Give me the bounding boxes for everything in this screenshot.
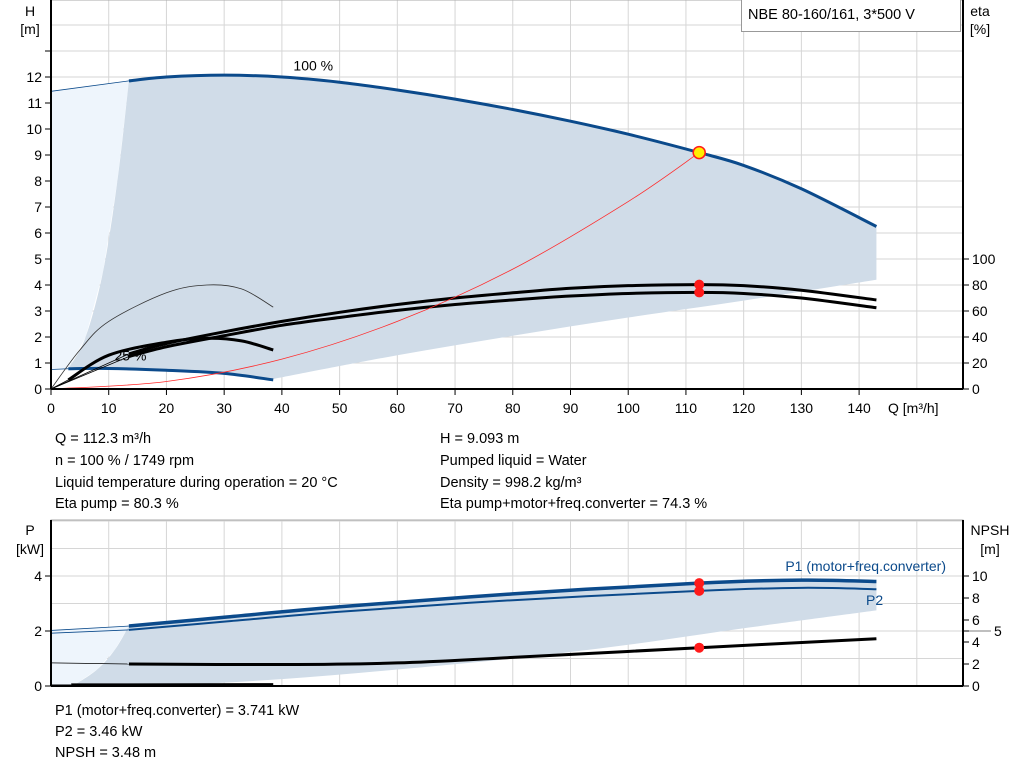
eta-25--extension (50, 379, 69, 390)
operating-area-light (51, 80, 129, 370)
duty-point-p1 (694, 578, 705, 589)
eta-tick-label: 80 (972, 277, 988, 293)
q-tick-label: 20 (159, 400, 175, 416)
eta-axis-label: eta (970, 3, 990, 19)
h-axis-label: H (25, 3, 35, 19)
pump-title: NBE 80-160/161, 3*500 V (741, 0, 961, 32)
curve-label: 100 % (293, 58, 333, 74)
h-tick-label: 12 (26, 69, 42, 85)
q-tick-label: 120 (732, 400, 756, 416)
eta-axis-unit: [%] (970, 21, 990, 37)
eta-tick-label: 60 (972, 303, 988, 319)
info-eta-total: Eta pump+motor+freq.converter = 74.3 % (440, 496, 708, 512)
h-100--curve (128, 73, 878, 228)
h-axis-unit: [m] (20, 21, 39, 37)
eta-tick-label: 100 (972, 251, 996, 267)
eta-pump-curve (128, 283, 877, 356)
h-100--extension (50, 80, 129, 92)
h-25--curve (68, 366, 274, 382)
info-liquid: Pumped liquid = Water (440, 453, 587, 469)
p2-curve (128, 586, 877, 631)
h-tick-label: 2 (34, 329, 42, 345)
h-tick-label: 0 (34, 381, 42, 397)
info-eta-pump: Eta pump = 80.3 % (55, 496, 179, 512)
q-tick-label: 130 (790, 400, 814, 416)
info-p1: P1 (motor+freq.converter) = 3.741 kW (55, 703, 300, 719)
npsh-tick-label: 10 (972, 568, 988, 584)
p-axis-label: P (25, 522, 34, 538)
eta-tick-label: 40 (972, 329, 988, 345)
h-tick-label: 11 (27, 95, 42, 111)
info-h: H = 9.093 m (440, 431, 520, 447)
p-tick-label: 2 (34, 623, 42, 639)
info-temperature: Liquid temperature during operation = 20… (55, 475, 338, 491)
h-tick-label: 10 (26, 121, 42, 137)
npsh-axis-label: NPSH (971, 522, 1010, 538)
q-tick-label: 90 (563, 400, 579, 416)
npsh-extension (50, 662, 129, 665)
p2-extension (50, 629, 129, 634)
q-tick-label: 100 (617, 400, 641, 416)
operating-area (68, 75, 877, 380)
q-tick-label: 70 (447, 400, 463, 416)
info-npsh: NPSH = 3.48 m (55, 745, 157, 761)
p-tick-label: 0 (34, 678, 42, 694)
q-tick-label: 10 (101, 400, 117, 416)
info-q: Q = 112.3 m³/h (55, 431, 152, 447)
system-curve-curve (50, 152, 700, 390)
duty-point-eta-pump (694, 279, 705, 290)
info-p2: P2 = 3.46 kW (55, 724, 143, 740)
npsh-tick-label: 6 (972, 612, 980, 628)
h-tick-label: 1 (34, 355, 42, 371)
info-density: Density = 998.2 kg/m³ (440, 475, 582, 491)
eta-total-extension (50, 356, 130, 390)
h-tick-label: 9 (34, 147, 42, 163)
duty-point-p2 (694, 585, 705, 596)
p-axis-unit: [kW] (16, 541, 44, 557)
npsh-tick-label: 2 (972, 656, 980, 672)
q-tick-label: 50 (332, 400, 348, 416)
duty-point-eta-total (694, 287, 705, 298)
npsh-tick-label: 4 (972, 634, 980, 650)
q-tick-label: 140 (847, 400, 871, 416)
curve-label: 25 % (114, 347, 146, 363)
h-tick-label: 7 (34, 199, 42, 215)
q-tick-label: 0 (47, 400, 55, 416)
q-axis-label: Q [m³/h] (888, 400, 939, 416)
npsh-tick-label: 8 (972, 590, 980, 606)
p1-series-label: P1 (motor+freq.converter) (785, 558, 946, 574)
npsh-axis-unit: [m] (980, 541, 999, 557)
h-tick-label: 8 (34, 173, 42, 189)
duty-point-h (692, 145, 706, 160)
npsh-tick-label: 0 (972, 678, 980, 694)
power-area-light (51, 626, 129, 686)
power-area (74, 580, 877, 686)
eta-tick-label: 0 (972, 381, 980, 397)
q-tick-label: 80 (505, 400, 521, 416)
info-speed: n = 100 % / 1749 rpm (55, 453, 195, 469)
p1-motor-freq-converter--extension (50, 625, 129, 631)
q-tick-label: 60 (390, 400, 406, 416)
npsh-curve (128, 637, 877, 667)
p-tick-label: 4 (34, 568, 42, 584)
q-tick-label: 110 (675, 400, 698, 416)
p1-motor-freq-converter--curve (128, 578, 877, 628)
eta-max-curve (50, 284, 274, 390)
p2-series-label: P2 (866, 592, 883, 608)
h-tick-label: 3 (34, 303, 42, 319)
h-tick-label: 5 (34, 251, 42, 267)
eta-tick-label: 20 (972, 355, 988, 371)
eta-total-curve (128, 290, 877, 358)
npsh-tick-label: 5 (994, 623, 1002, 639)
h-tick-label: 6 (34, 225, 42, 241)
h-tick-label: 4 (34, 277, 42, 293)
duty-point-npsh (694, 642, 705, 653)
q-tick-label: 30 (216, 400, 232, 416)
eta-25--curve (67, 336, 274, 382)
q-tick-label: 40 (274, 400, 290, 416)
